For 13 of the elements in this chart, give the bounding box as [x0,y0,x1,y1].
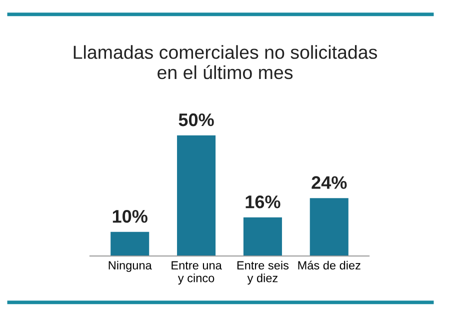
bar [310,198,348,256]
data-label: 50% [178,113,214,126]
x-tick-label: Entre una y cinco [172,261,222,285]
data-label: 24% [312,176,347,189]
x-tick-label: Entre seis y diez [237,260,289,285]
data-label: 16% [246,195,280,208]
bar [243,217,282,256]
bar [177,135,216,256]
x-tick-label: Más de diez [298,260,360,270]
x-tick-label: Ninguna [108,260,152,272]
bar [110,232,150,256]
chart-title: Llamadas comerciales no solicitadas en el último mes [74,45,378,80]
data-label: 10% [112,210,148,223]
